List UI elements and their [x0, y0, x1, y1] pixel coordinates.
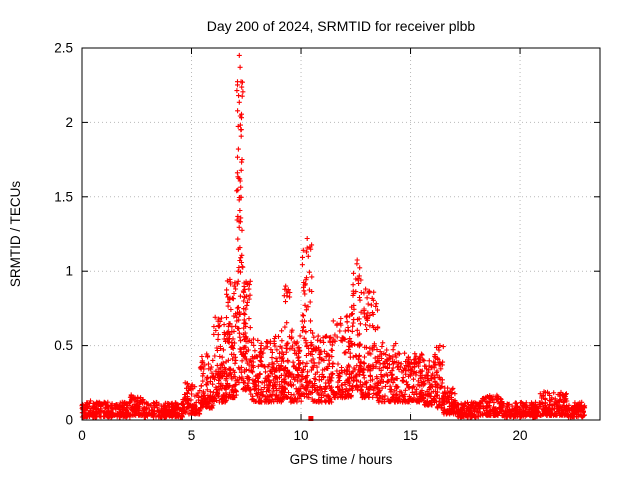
- x-tick-label: 15: [403, 428, 418, 443]
- x-tick-label: 10: [294, 428, 309, 443]
- y-tick-label: 0: [65, 413, 73, 428]
- outlier-square-marker: [308, 416, 314, 422]
- x-tick-label: 5: [188, 428, 196, 443]
- chart-title: Day 200 of 2024, SRMTID for receiver plb…: [207, 18, 476, 34]
- y-tick-label: 0.5: [54, 338, 73, 353]
- axis-ticks: [81, 47, 600, 421]
- y-tick-label: 1.5: [54, 189, 73, 204]
- y-tick-label: 2: [65, 115, 73, 130]
- x-tick-label: 20: [513, 428, 528, 443]
- scatter-points: [79, 52, 588, 422]
- plot-border: [81, 47, 601, 421]
- x-axis-label: GPS time / hours: [290, 452, 393, 467]
- tick-labels: 0 5 10 15 20 0 0.5 1 1.5 2 2.5: [54, 41, 527, 444]
- y-axis-label: SRMTID / TECUs: [8, 181, 23, 288]
- y-tick-label: 1: [65, 264, 73, 279]
- gridlines: [82, 48, 600, 420]
- x-tick-label: 0: [78, 428, 86, 443]
- y-tick-label: 2.5: [54, 41, 73, 56]
- scatter-marker-cloud: [79, 52, 588, 420]
